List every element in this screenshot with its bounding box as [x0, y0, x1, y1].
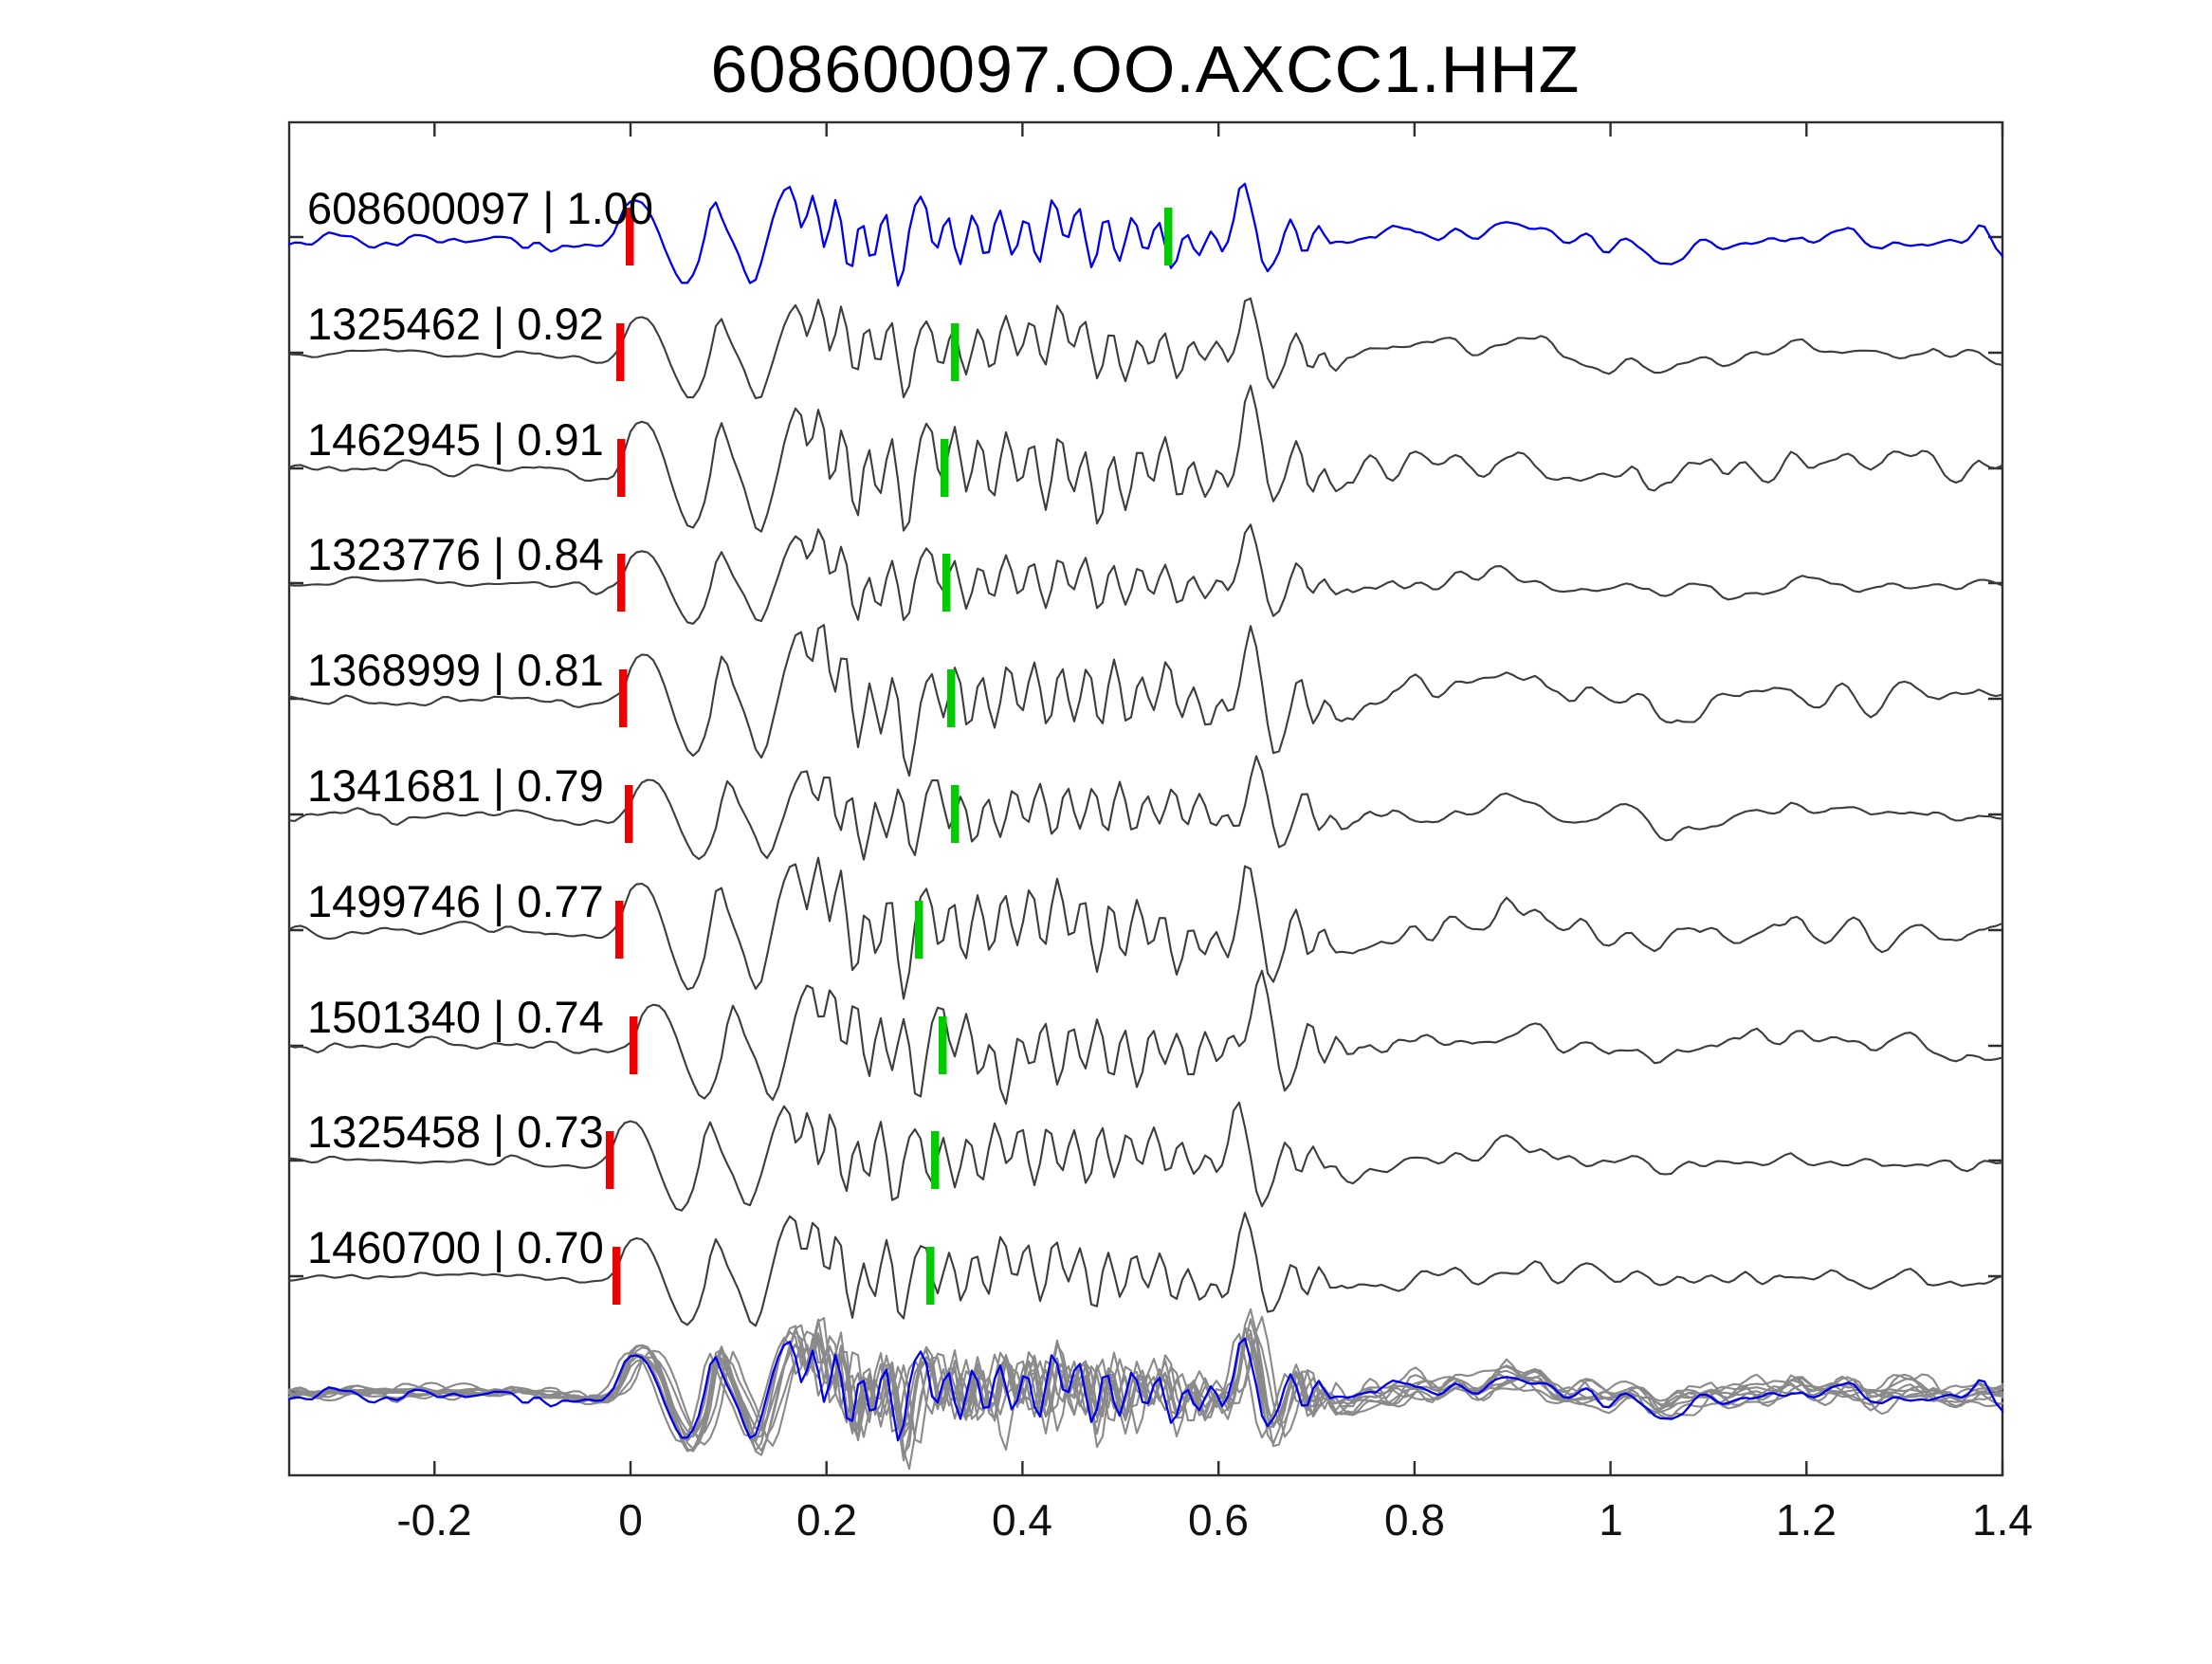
svg-text:-0.2: -0.2	[396, 1495, 471, 1545]
svg-text:1499746 | 0.77: 1499746 | 0.77	[307, 876, 604, 926]
svg-text:0.8: 0.8	[1384, 1495, 1445, 1545]
svg-text:1341681 | 0.79: 1341681 | 0.79	[307, 760, 604, 811]
svg-text:1323776 | 0.84: 1323776 | 0.84	[307, 529, 604, 579]
svg-text:0.4: 0.4	[992, 1495, 1052, 1545]
svg-text:608600097.OO.AXCC1.HHZ: 608600097.OO.AXCC1.HHZ	[711, 32, 1581, 106]
svg-text:1.2: 1.2	[1776, 1495, 1837, 1545]
svg-text:1325458 | 0.73: 1325458 | 0.73	[307, 1106, 604, 1157]
svg-text:1.4: 1.4	[1972, 1495, 2033, 1545]
svg-text:1: 1	[1599, 1495, 1623, 1545]
svg-text:1460700 | 0.70: 1460700 | 0.70	[307, 1222, 604, 1272]
svg-text:1368999 | 0.81: 1368999 | 0.81	[307, 645, 604, 695]
svg-text:0: 0	[618, 1495, 643, 1545]
svg-text:608600097 | 1.00: 608600097 | 1.00	[307, 183, 653, 233]
svg-text:1501340 | 0.74: 1501340 | 0.74	[307, 992, 604, 1042]
svg-text:1462945 | 0.91: 1462945 | 0.91	[307, 414, 604, 465]
svg-text:0.6: 0.6	[1188, 1495, 1249, 1545]
svg-text:1325462 | 0.92: 1325462 | 0.92	[307, 299, 604, 349]
svg-text:0.2: 0.2	[796, 1495, 857, 1545]
